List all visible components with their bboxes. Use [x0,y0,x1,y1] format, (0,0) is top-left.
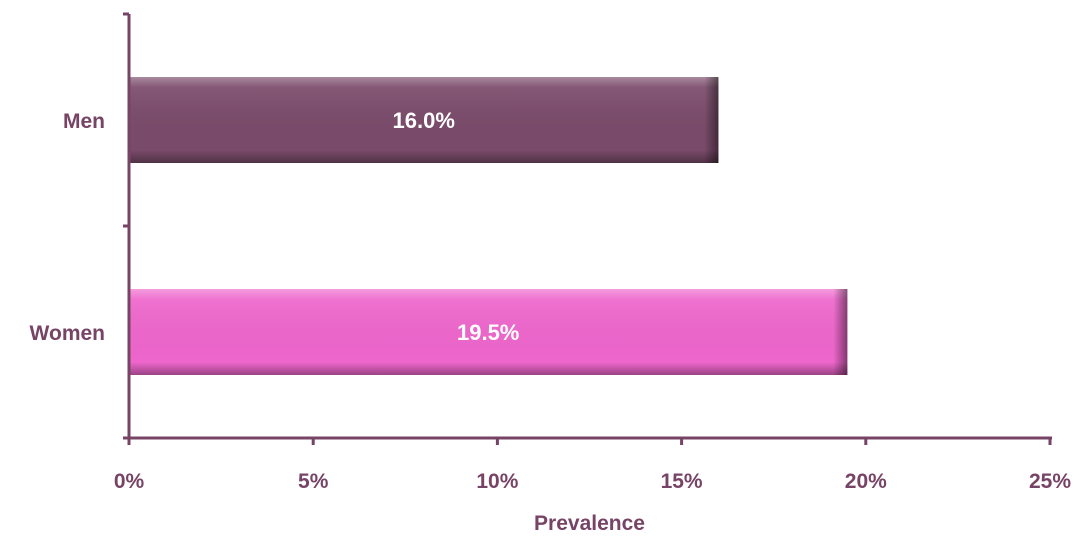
x-tick-label: 0% [114,470,145,493]
x-tick-label: 10% [476,470,518,493]
bar-men [129,77,719,163]
data-label-women: 19.5% [457,320,519,345]
bar-women [129,289,848,375]
data-label-men: 16.0% [393,108,455,133]
x-tick-label: 5% [298,470,329,493]
category-label-men: Men [63,110,105,133]
category-label-women: Women [30,322,105,345]
bar-men-edge [704,77,719,163]
x-tick-label: 25% [1029,470,1071,493]
axes: Men Women 0% 5% 10% 15% 20% 25% [30,12,1071,493]
x-tick-label: 15% [661,470,703,493]
bars: 16.0% 19.5% [129,77,848,375]
x-tick-label: 20% [845,470,887,493]
bar-women-edge [833,289,848,375]
bar-men-shading [129,77,719,163]
bar-women-shading [129,289,848,375]
x-axis-title: Prevalence [534,512,645,535]
